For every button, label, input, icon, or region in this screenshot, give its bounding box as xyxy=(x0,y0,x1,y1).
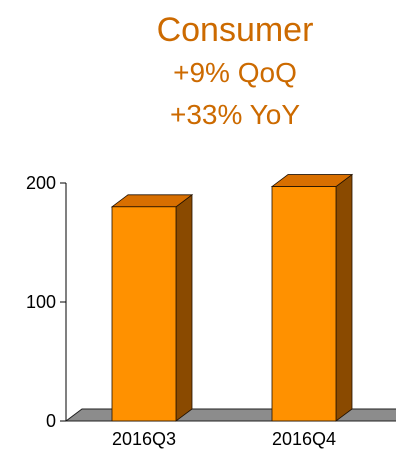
y-tick-label-0: 0 xyxy=(46,411,56,431)
yoy-subtitle: +33% YoY xyxy=(169,99,301,130)
bar-1 xyxy=(271,186,337,422)
qoq-subtitle: +9% QoQ xyxy=(173,57,297,88)
y-tick-label-2: 200 xyxy=(26,173,56,193)
bar-side-0 xyxy=(175,194,193,422)
x-category-label-1: 2016Q4 xyxy=(272,429,336,449)
chart-title: Consumer xyxy=(156,11,314,49)
x-category-label-0: 2016Q3 xyxy=(112,429,176,449)
chart-title-block: Consumer +9% QoQ +33% YoY xyxy=(120,8,350,136)
bar-side-1 xyxy=(335,173,353,422)
bar-0 xyxy=(111,206,177,422)
y-tick-label-1: 100 xyxy=(26,292,56,312)
